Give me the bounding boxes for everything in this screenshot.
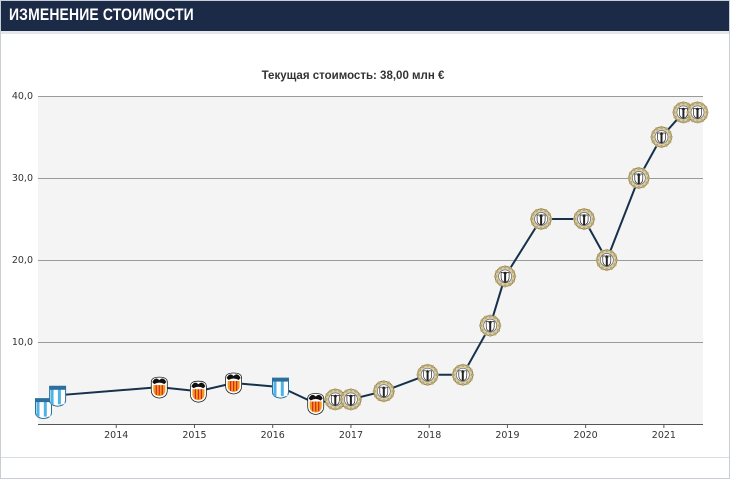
racing-crest-icon[interactable] (49, 385, 67, 407)
chart-subtitle: Текущая стоимость: 38,00 млн € (262, 70, 445, 82)
x-tick-label: 2021 (652, 430, 676, 441)
valencia-crest-icon[interactable] (307, 393, 325, 415)
x-tick-label: 2020 (574, 430, 598, 441)
widget-title: ИЗМЕНЕНИЕ СТОИМОСТИ (9, 5, 194, 24)
x-tick-label: 2016 (261, 430, 285, 441)
x-tick-label: 2015 (182, 430, 206, 441)
data-point-markers (35, 101, 709, 420)
udinese-crest-icon[interactable] (479, 314, 502, 337)
valencia-crest-icon[interactable] (150, 376, 168, 399)
udinese-crest-icon[interactable] (595, 248, 618, 272)
y-axis-ticks: 10,0 20,0 30,0 40,0 (12, 91, 33, 348)
valencia-crest-icon[interactable] (189, 380, 207, 403)
y-tick-label: 20,0 (12, 255, 33, 266)
udinese-crest-icon[interactable] (650, 125, 673, 149)
x-tick-label: 2014 (104, 430, 128, 441)
udinese-crest-icon[interactable] (324, 388, 347, 411)
y-tick-label: 10,0 (12, 337, 33, 348)
x-axis-ticks: 2014 2015 2016 2017 2018 2019 2020 2021 (104, 424, 676, 441)
udinese-crest-icon[interactable] (494, 265, 517, 288)
x-tick-label: 2018 (417, 430, 441, 441)
grid-lines (38, 96, 703, 343)
udinese-crest-icon[interactable] (627, 166, 650, 190)
header-divider (1, 31, 729, 34)
x-tick-label: 2019 (495, 430, 519, 441)
racing-crest-icon[interactable] (35, 398, 52, 420)
x-tick-label: 2017 (339, 430, 363, 441)
footer-divider (1, 457, 729, 458)
udinese-crest-icon[interactable] (416, 363, 439, 386)
udinese-crest-icon[interactable] (339, 388, 362, 411)
y-tick-label: 40,0 (12, 91, 33, 102)
widget-header: ИЗМЕНЕНИЕ СТОИМОСТИ (1, 1, 729, 31)
udinese-crest-icon[interactable] (573, 207, 596, 231)
udinese-crest-icon[interactable] (686, 101, 709, 124)
udinese-crest-icon[interactable] (451, 363, 474, 386)
udinese-crest-icon[interactable] (372, 380, 395, 403)
y-tick-label: 30,0 (12, 173, 33, 184)
racing-crest-icon[interactable] (272, 377, 289, 399)
valencia-crest-icon[interactable] (225, 372, 243, 395)
udinese-crest-icon[interactable] (530, 207, 553, 231)
